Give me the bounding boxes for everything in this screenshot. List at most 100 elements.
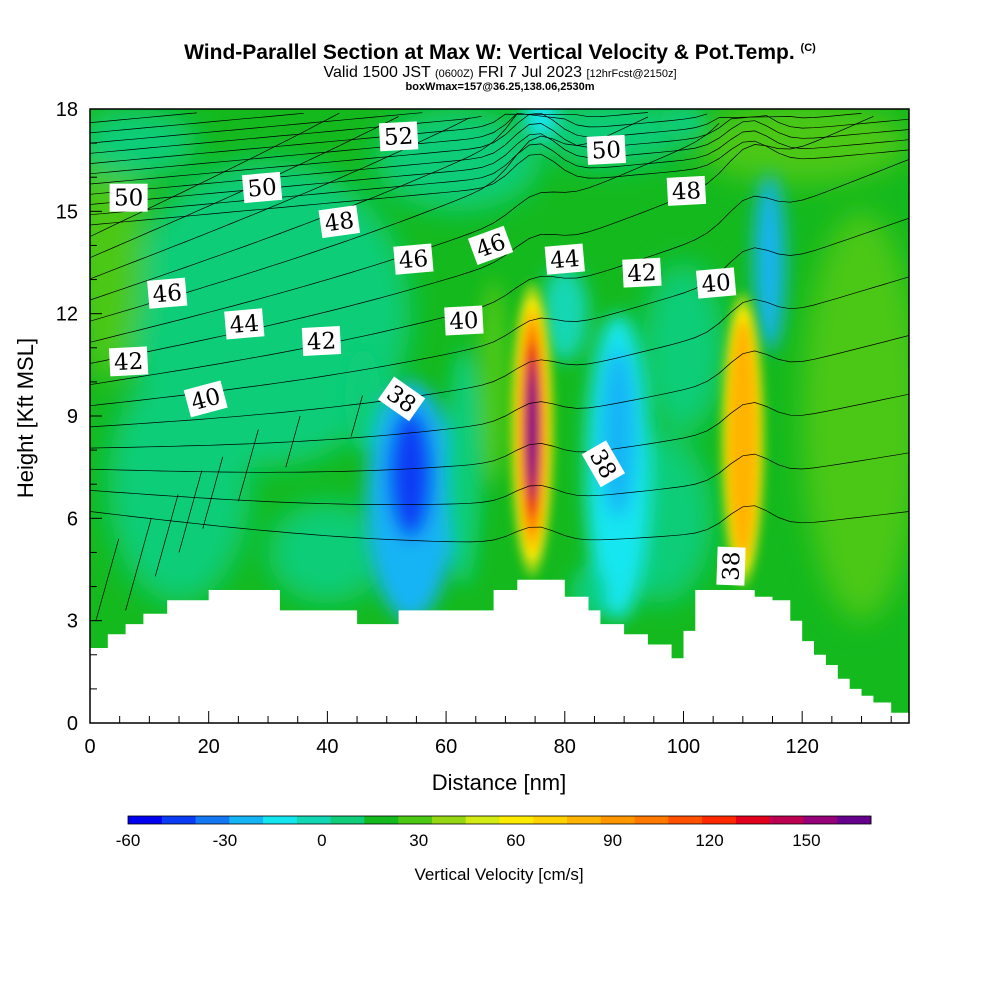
theta-contour bbox=[90, 159, 909, 385]
field-blob bbox=[641, 262, 726, 434]
x-tick-label: 80 bbox=[554, 736, 576, 758]
contour-label-text: 42 bbox=[306, 328, 337, 355]
colorbar-tick-label: 90 bbox=[603, 831, 622, 850]
field-blob bbox=[523, 109, 559, 140]
contour-label-box bbox=[581, 440, 626, 488]
contour-label-text: 48 bbox=[323, 208, 356, 238]
colorbar-segment bbox=[263, 816, 298, 824]
contour-label-box bbox=[378, 121, 419, 152]
contour-label-text: 50 bbox=[246, 174, 277, 202]
contour-label: 52 bbox=[378, 121, 419, 152]
colorbar-segment bbox=[837, 816, 872, 824]
contour-label-text: 44 bbox=[549, 246, 580, 274]
colorbar-segment bbox=[533, 816, 568, 824]
theta-contour bbox=[90, 120, 909, 205]
colorbar-segment bbox=[702, 816, 737, 824]
field-blob bbox=[446, 347, 482, 587]
colorbar-segment bbox=[803, 816, 838, 824]
y-tick-label: 18 bbox=[56, 99, 78, 121]
colorbar-segment bbox=[229, 816, 264, 824]
contour-label-text: 46 bbox=[152, 280, 183, 308]
contour-label: 46 bbox=[467, 225, 514, 266]
contour-label-box bbox=[544, 243, 585, 275]
colorbar-segment bbox=[634, 816, 669, 824]
contour-label-box bbox=[467, 225, 514, 266]
theta-contour bbox=[90, 112, 423, 144]
x-tick-label: 120 bbox=[785, 736, 818, 758]
updraft-core bbox=[727, 319, 758, 561]
axes-layer: 0 20 40 60 80 100 120 0 3 6 9 12 15 18 bbox=[56, 99, 892, 758]
colorbar-segment bbox=[735, 816, 771, 824]
contour-label-text: 46 bbox=[398, 246, 429, 274]
y-tick-label: 3 bbox=[67, 611, 78, 633]
colorbar-tick-label: 60 bbox=[506, 831, 525, 850]
colorbar-segment bbox=[161, 816, 196, 824]
colorbar-segment bbox=[296, 816, 332, 824]
contour-label-box bbox=[183, 380, 228, 418]
field-blob bbox=[107, 364, 251, 604]
colorbar-segment bbox=[128, 816, 163, 824]
subtitle-utc: (0600Z) bbox=[434, 68, 474, 80]
contour-label-box bbox=[241, 171, 283, 204]
theta-contour bbox=[90, 115, 909, 195]
contour-label-box bbox=[393, 243, 434, 275]
colorbar-tick-label: 120 bbox=[695, 831, 723, 850]
colorbar-segment bbox=[431, 816, 467, 824]
theta-contour bbox=[238, 429, 259, 502]
contour-label-text: 38 bbox=[718, 551, 745, 581]
x-axis-title: Distance [nm] bbox=[432, 770, 567, 795]
contour-label-text: 40 bbox=[449, 308, 480, 335]
terrain-layer bbox=[90, 579, 909, 723]
theta-contour bbox=[285, 415, 301, 468]
theta-contour bbox=[90, 112, 340, 237]
colorbar-tick-label: 30 bbox=[409, 831, 428, 850]
contour-label-box bbox=[108, 346, 149, 377]
field-blob bbox=[754, 173, 785, 352]
contour-label-text: 48 bbox=[671, 178, 702, 205]
colorbar-segment bbox=[195, 816, 230, 824]
y-tick-label: 0 bbox=[67, 713, 78, 735]
contour-label-box bbox=[622, 257, 662, 288]
contour-label-box bbox=[109, 183, 148, 212]
contour-label-box bbox=[224, 308, 265, 340]
field-blob bbox=[90, 109, 197, 178]
field-blob bbox=[541, 265, 589, 362]
theta-contour bbox=[90, 140, 909, 226]
contour-label-text: 52 bbox=[383, 124, 414, 151]
contour-label: 44 bbox=[544, 243, 585, 275]
theta-contour bbox=[90, 335, 909, 449]
chart-title-line: Wind-Parallel Section at Max W: Vertical… bbox=[0, 36, 1000, 65]
chart-subtitle2: boxWmax=157@36.25,138.06,2530m bbox=[405, 81, 595, 93]
contour-label: 50 bbox=[241, 171, 283, 204]
theta-contour bbox=[90, 393, 909, 473]
theta-contour bbox=[95, 538, 120, 621]
theta-contour bbox=[202, 456, 224, 529]
colorbar: -60 -30 0 30 60 90 120 150 bbox=[116, 815, 872, 850]
chart-subtitle-line: Valid 1500 JST (0600Z) FRI 7 Jul 2023 [1… bbox=[0, 65, 1000, 82]
field-blob bbox=[387, 409, 434, 539]
updraft-layer bbox=[510, 282, 765, 587]
theta-contour bbox=[90, 130, 909, 216]
colorbar-segment bbox=[600, 816, 635, 824]
updraft-core bbox=[528, 376, 536, 483]
x-tick-label: 40 bbox=[316, 736, 338, 758]
contour-label: 50 bbox=[109, 183, 148, 212]
contour-label: 42 bbox=[622, 257, 662, 288]
y-tick-label: 15 bbox=[56, 201, 78, 223]
y-axis-title: Height [Kft MSL] bbox=[13, 338, 38, 498]
colorbar-segment bbox=[567, 816, 602, 824]
field-blob bbox=[478, 279, 509, 485]
theta-contour bbox=[350, 395, 363, 437]
contour-label: 50 bbox=[586, 134, 627, 165]
contour-label: 46 bbox=[147, 277, 188, 309]
contour-label-text: 42 bbox=[113, 349, 144, 376]
contour-label-text: 42 bbox=[627, 260, 658, 287]
field-blob bbox=[345, 347, 381, 451]
colorbar-segment bbox=[465, 816, 500, 824]
colorbar-segment bbox=[398, 816, 433, 824]
colorbar-segment bbox=[769, 816, 804, 824]
contour-label: 42 bbox=[301, 326, 342, 356]
y-tick-label: 6 bbox=[67, 508, 78, 530]
